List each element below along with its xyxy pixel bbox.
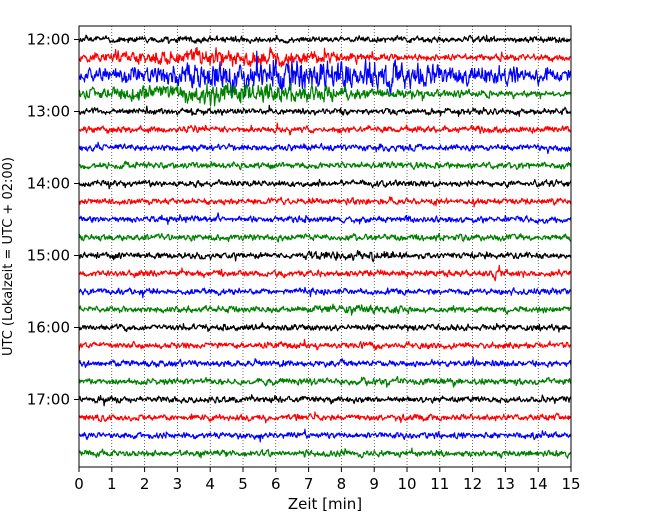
trace-1345 <box>79 160 571 171</box>
trace-1545 <box>79 303 571 316</box>
y-tick-label: 12:00 <box>27 31 70 49</box>
x-tick-label: 1 <box>107 475 117 493</box>
trace-1300 <box>79 104 571 118</box>
trace-1630 <box>79 357 571 368</box>
trace-1315 <box>79 122 571 136</box>
x-tick-label: 11 <box>430 475 449 493</box>
trace-1415 <box>79 196 571 208</box>
trace-1715 <box>79 411 571 424</box>
trace-1200 <box>79 34 571 45</box>
x-tick-label: 9 <box>369 475 379 493</box>
trace-1330 <box>79 141 571 155</box>
x-tick-label: 5 <box>238 475 248 493</box>
trace-1645 <box>79 375 571 388</box>
trace-1615 <box>79 338 571 352</box>
trace-1400 <box>79 178 571 190</box>
trace-1245 <box>79 82 571 107</box>
trace-1445 <box>79 232 571 243</box>
y-tick-label: 15:00 <box>27 247 70 265</box>
x-tick-label: 8 <box>337 475 347 493</box>
trace-1745 <box>79 447 571 459</box>
trace-1430 <box>79 212 571 225</box>
x-tick-label: 12 <box>463 475 482 493</box>
x-tick-label: 6 <box>271 475 281 493</box>
trace-1230 <box>79 50 571 98</box>
x-tick-label: 10 <box>397 475 416 493</box>
y-tick-label: 13:00 <box>27 103 70 121</box>
x-tick-label: 2 <box>140 475 150 493</box>
x-axis-ticks: 0 1 2 3 4 5 6 7 8 9 10 11 12 13 14 15 <box>74 467 581 493</box>
x-tick-label: 13 <box>496 475 515 493</box>
trace-1500 <box>79 249 571 263</box>
x-tick-label: 3 <box>173 475 183 493</box>
x-axis-label: Zeit [min] <box>288 495 362 513</box>
trace-1600 <box>79 322 571 333</box>
x-tick-label: 7 <box>304 475 314 493</box>
y-axis-label: UTC (Lokalzeit = UTC + 02:00) <box>1 157 16 356</box>
y-tick-label: 17:00 <box>27 391 70 409</box>
y-tick-label: 14:00 <box>27 175 70 193</box>
x-tick-label: 0 <box>74 475 84 493</box>
x-tick-label: 14 <box>529 475 548 493</box>
trace-1515 <box>79 264 571 282</box>
y-axis-ticks: 12:00 13:00 14:00 15:00 16:00 17:00 <box>27 31 79 409</box>
x-tick-label: 15 <box>561 475 580 493</box>
trace-1700 <box>79 394 571 407</box>
seismic-traces <box>79 34 571 459</box>
y-tick-label: 16:00 <box>27 319 70 337</box>
trace-1730 <box>79 428 571 443</box>
plot-frame <box>78 25 572 468</box>
trace-1530 <box>79 286 571 299</box>
trace-1215 <box>79 46 571 68</box>
x-tick-label: 4 <box>205 475 215 493</box>
